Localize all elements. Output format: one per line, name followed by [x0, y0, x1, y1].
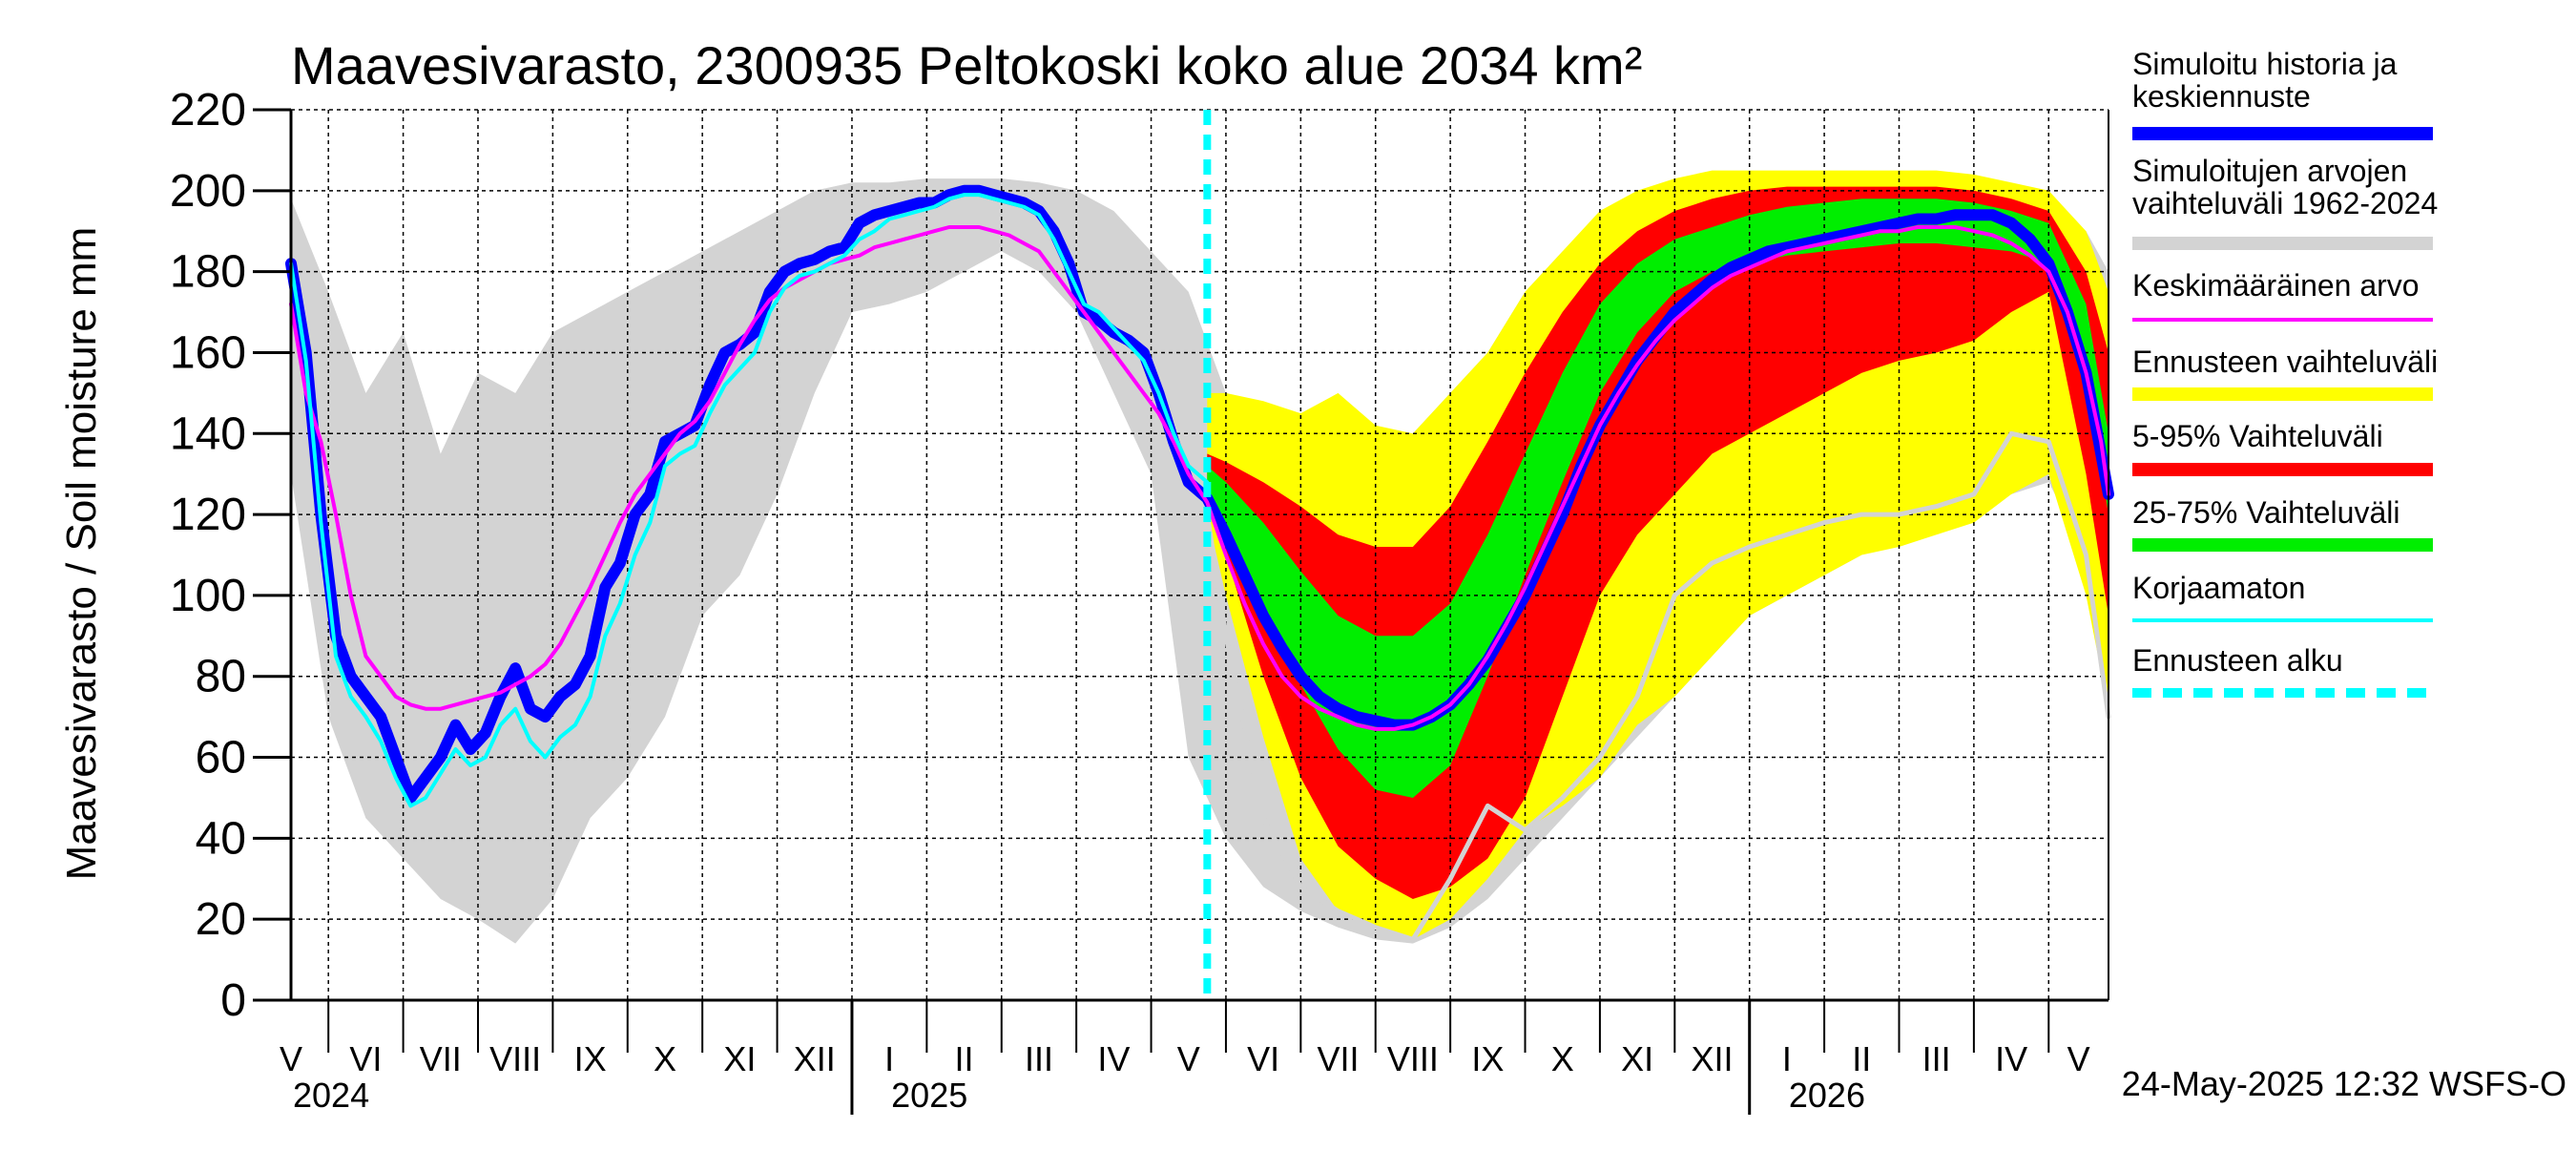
legend-label-ennusteen-vaihteluvali: Ennusteen vaihteluväli — [2132, 345, 2438, 379]
month-label-16: IX — [1471, 1039, 1504, 1078]
month-label-3: VIII — [489, 1039, 541, 1078]
line-simuloitu-historia-ja-keskiennuste — [285, 184, 2114, 804]
month-label-18: XI — [1621, 1039, 1653, 1078]
y-tick-label-220: 220 — [170, 85, 246, 136]
month-label-9: II — [955, 1039, 974, 1078]
month-label-17: X — [1551, 1039, 1574, 1078]
month-label-6: XI — [723, 1039, 756, 1078]
y-tick-label-200: 200 — [170, 166, 246, 217]
month-label-4: IX — [574, 1039, 607, 1078]
month-label-5: X — [654, 1039, 676, 1078]
month-label-11: IV — [1097, 1039, 1130, 1078]
year-label-2026: 2026 — [1789, 1076, 1865, 1115]
legend-label-korjaamaton: Korjaamaton — [2132, 571, 2305, 605]
month-label-12: V — [1177, 1039, 1200, 1078]
y-tick-label-120: 120 — [170, 490, 246, 540]
legend: Simuloitu historia ja keskiennuste Simuloi… — [2132, 47, 2438, 698]
line-keskimaarainen-arvo — [289, 225, 2110, 731]
month-label-1: VI — [349, 1039, 382, 1078]
month-label-14: VII — [1318, 1039, 1360, 1078]
line-simuloitujen-arvojen-min — [1204, 430, 2111, 942]
legend-label-simuloitujen-arvojen-vaihteluvali-1962-2024: Simuloitujen arvojen vaihteluväli 1962-20… — [2132, 154, 2438, 220]
legend-label-25-75-vaihteluvali: 25-75% Vaihteluväli — [2132, 495, 2399, 530]
month-label-13: VI — [1247, 1039, 1279, 1078]
y-tick-label-100: 100 — [170, 571, 246, 621]
line-korjaamaton — [289, 193, 1210, 808]
legend-label-ennusteen-alku: Ennusteen alku — [2132, 643, 2343, 678]
y-tick-label-80: 80 — [196, 652, 246, 702]
legend-label-keskimaarainen-arvo: Keskimääräinen arvo — [2132, 268, 2420, 303]
band-25-75-vaihteluvali — [1207, 199, 2109, 799]
month-label-7: XII — [794, 1039, 836, 1078]
month-label-2: VII — [420, 1039, 462, 1078]
y-tick-label-160: 160 — [170, 327, 246, 378]
month-label-20: I — [1782, 1039, 1792, 1078]
month-label-24: V — [2067, 1039, 2090, 1078]
month-label-23: IV — [1995, 1039, 2027, 1078]
year-label-2024: 2024 — [293, 1076, 369, 1115]
y-tick-label-60: 60 — [196, 733, 246, 784]
band-layer — [291, 170, 2109, 944]
month-label-22: III — [1922, 1039, 1951, 1078]
month-label-15: VIII — [1387, 1039, 1439, 1078]
month-label-10: III — [1025, 1039, 1053, 1078]
y-tick-label-40: 40 — [196, 813, 246, 864]
y-axis-label: Maavesivarasto / Soil moisture mm — [58, 227, 105, 881]
legend-label-simuloitu-historia-ja-keskiennuste: Simuloitu historia ja keskiennuste — [2132, 47, 2398, 114]
month-label-19: XII — [1691, 1039, 1733, 1078]
month-label-8: I — [884, 1039, 894, 1078]
month-label-21: II — [1852, 1039, 1871, 1078]
timestamp-footer: 24-May-2025 12:32 WSFS-O — [2122, 1064, 2566, 1103]
y-tick-label-20: 20 — [196, 894, 246, 945]
legend-label-5-95-vaihteluvali: 5-95% Vaihteluväli — [2132, 419, 2383, 453]
y-tick-label-0: 0 — [220, 975, 246, 1026]
line-layer — [285, 110, 2114, 1000]
chart-title: Maavesivarasto, 2300935 Peltokoski koko … — [291, 35, 1642, 95]
y-tick-label-180: 180 — [170, 247, 246, 298]
year-label-2025: 2025 — [891, 1076, 967, 1115]
month-label-0: V — [280, 1039, 302, 1078]
y-tick-label-140: 140 — [170, 408, 246, 459]
